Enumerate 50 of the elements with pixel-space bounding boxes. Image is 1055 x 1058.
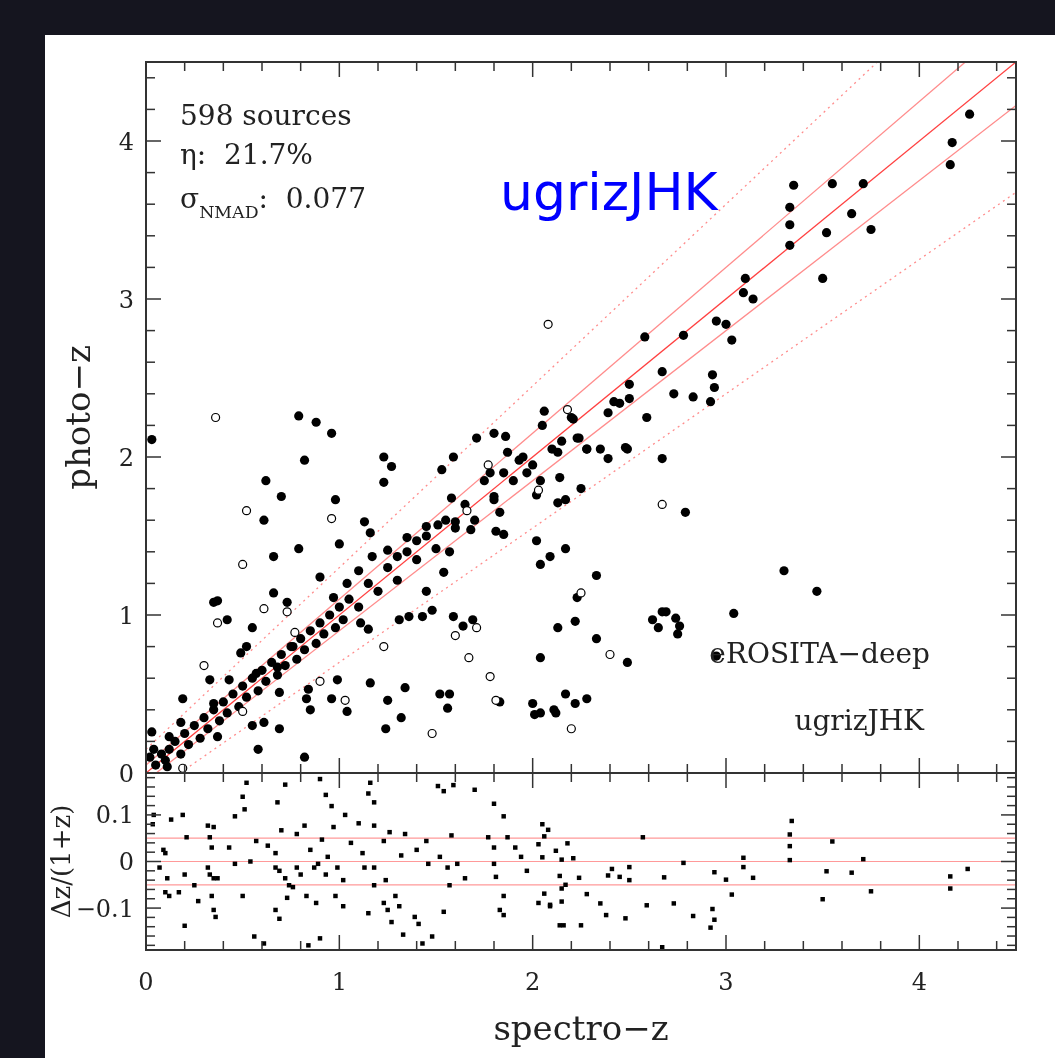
point [491,695,501,705]
y-tick-label: 4 [118,127,134,156]
point [211,412,221,423]
point [533,485,544,495]
x-tick-label: 0 [138,968,154,996]
point [327,514,337,524]
annotation: ugrizJHK [794,704,926,737]
point [562,405,573,415]
point [315,676,325,686]
point [259,604,269,614]
y-tick-label: 3 [118,285,134,314]
y-axis-title: Δz/(1+z) [46,804,76,919]
point [238,706,248,716]
y-tick-label: −0.1 [75,894,134,923]
annotation: η: 21.7% [180,138,313,171]
point [657,499,667,509]
point [472,623,482,633]
point [238,559,248,570]
y-tick-label: 1 [118,601,134,630]
annotation: σ$_{NMAD}$: 0.077 [180,182,366,222]
annotation: 598 sources [180,99,352,132]
x-axis-title: spectro−z [493,1008,669,1048]
point [241,506,252,516]
point [450,630,460,641]
point [427,728,437,739]
x-tick-label: 4 [911,968,927,996]
point [485,672,495,682]
y-tick-label: 0.1 [95,801,134,830]
point [462,506,472,516]
point [379,642,389,652]
point [199,660,209,671]
point [290,627,300,637]
x-tick-label: 1 [331,968,347,996]
y-tick-label: 0 [118,848,134,876]
point [576,588,586,598]
annotation: ugrizJHK [500,162,720,222]
point [464,653,474,663]
y-tick-label: 0 [118,759,134,788]
point [543,319,553,329]
point [483,460,493,470]
y-axis-title: photo−z [58,345,98,490]
point [212,618,223,628]
x-tick-label: 3 [718,968,734,996]
x-tick-label: 2 [525,968,541,996]
point [340,695,350,705]
point [566,724,576,734]
point [605,649,615,660]
y-tick-label: 2 [118,443,134,472]
annotation: eROSITA−deep [709,637,930,670]
point [282,607,292,617]
